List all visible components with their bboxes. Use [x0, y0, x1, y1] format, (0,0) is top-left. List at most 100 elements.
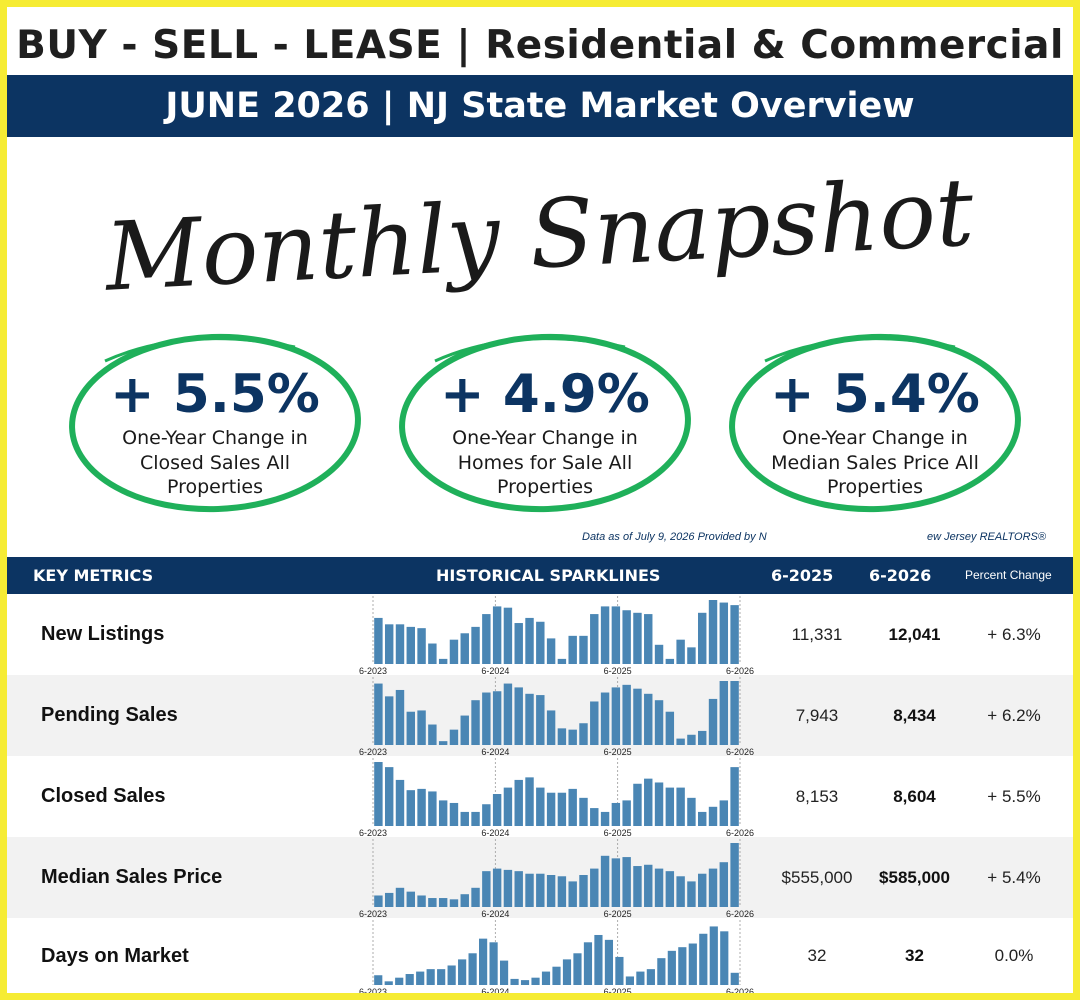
sparkline-bar [460, 633, 469, 664]
sparkline-bar [568, 635, 577, 664]
sparkline-bar [600, 855, 610, 907]
sparkline-bar [395, 689, 405, 745]
script-title: Monthly Snapshot [101, 158, 977, 312]
sparkline-bar [678, 947, 687, 985]
header-sparklines: HISTORICAL SPARKLINES [436, 566, 661, 585]
sparkline-bar [687, 734, 696, 745]
sparkline-bar [503, 607, 513, 664]
sparkline-bar [482, 804, 491, 826]
sparkline-bar [568, 881, 577, 907]
sparkline-bar [438, 898, 448, 907]
metric-name: Days on Market [41, 945, 189, 967]
metric-name: Pending Sales [41, 704, 178, 726]
prev-value: 7,943 [795, 706, 839, 725]
percent-change: + 5.5% [987, 787, 1041, 806]
sparkline-tick-label: 6-2024 [481, 666, 509, 675]
sparkline-bar [406, 790, 415, 826]
sparkline-bar [514, 779, 523, 826]
prev-value: 8,153 [795, 787, 839, 806]
sparkline-bar [503, 787, 513, 826]
sparkline-bar [636, 971, 645, 985]
sparkline-bar [622, 857, 631, 907]
sparkline-bar [557, 876, 567, 907]
sparkline-bar [525, 617, 534, 664]
sparkline-bar [676, 738, 685, 745]
sparkline-bar [428, 643, 437, 664]
sparkline-bar [406, 711, 415, 745]
sparkline-bar [546, 638, 556, 664]
sparkline-bar [579, 797, 588, 826]
sparkline-bar [482, 871, 491, 907]
sparkline-bar [460, 811, 469, 826]
sparkline-bar [698, 873, 707, 907]
sparkline-bar [644, 693, 653, 745]
sparkline-bar [557, 728, 567, 745]
curr-value: 32 [905, 946, 924, 965]
sparkline-bar [417, 710, 426, 745]
metric-name: Closed Sales [41, 785, 166, 807]
sparkline-bar [730, 681, 739, 745]
sparkline-bar [384, 624, 394, 664]
sparkline-bar [590, 808, 599, 826]
sparkline-bar [633, 612, 642, 664]
sparkline-bar [514, 871, 523, 907]
sparkline-bar [438, 741, 448, 745]
stat-value: + 5.4% [770, 364, 980, 425]
green-ring-icon [69, 333, 361, 513]
sparkline-bar [374, 895, 383, 907]
header-curr-period: 6-2026 [869, 566, 932, 585]
table-row: Days on Market 6-2023 6-2024 6-2025 6-2026 … [7, 918, 1073, 993]
prev-value: 32 [807, 946, 827, 965]
header-percent-change: Percent Change [965, 568, 1052, 582]
sparkline-bar [688, 943, 697, 985]
sparkline-tick-label: 6-2024 [481, 909, 509, 918]
sparkline-bar [687, 881, 696, 907]
sparkline-bar [514, 623, 523, 664]
sparkline-tick-label: 6-2026 [726, 666, 754, 675]
sparkline-bar [611, 802, 621, 826]
sparkline-bar [719, 602, 729, 664]
sparkline-bar [428, 791, 437, 826]
sparkline-bar [503, 683, 513, 745]
sparkline-bar [541, 971, 551, 985]
sparkline-bar [395, 977, 404, 985]
sparkline-bar [546, 875, 556, 907]
sparkline-bar [536, 873, 545, 907]
sparkline-bar [708, 600, 718, 664]
sparkline-bar [374, 762, 383, 826]
sparkline-bar [708, 868, 718, 907]
sparkline-bar [730, 843, 739, 907]
credit-right: ew Jersey REALTORS® [927, 531, 1046, 543]
sparkline-tick-label: 6-2023 [359, 666, 387, 675]
sparkline-bar [625, 976, 634, 985]
sparkline-bar [417, 628, 426, 664]
sparkline-bar [460, 715, 469, 745]
table-header: KEY METRICS HISTORICAL SPARKLINES 6-2025… [7, 557, 1073, 594]
percent-change: + 6.3% [987, 625, 1041, 644]
sparkline-tick-label: 6-2024 [481, 747, 509, 756]
sparkline-bar [644, 778, 653, 826]
sparkline-bar [665, 787, 675, 826]
sparkline-bar [406, 626, 415, 664]
sparkline-bar [622, 800, 631, 826]
sparkline-bar [644, 614, 653, 664]
sparkline-bar [622, 610, 631, 664]
green-ring-icon [399, 333, 691, 513]
sparkline-bar [665, 871, 675, 907]
sparkline-bar [384, 981, 393, 985]
sparkline-bar [622, 684, 631, 745]
sparkline-bar [568, 788, 577, 826]
sparkline-bar [654, 700, 664, 745]
credit-left: Data as of July 9, 2026 Provided by N [582, 531, 767, 543]
percent-change: + 6.2% [987, 706, 1041, 725]
sparkline-bar [374, 617, 383, 664]
stat-label: One-Year Change in Homes for Sale All Pr… [452, 427, 638, 498]
sparkline-bar [579, 875, 588, 907]
sparkline-bar [384, 767, 394, 826]
sparkline-bar [449, 729, 459, 745]
sparkline-bar [646, 969, 655, 985]
sparkline-bar [503, 869, 513, 907]
sparkline-bar [449, 802, 459, 826]
sparkline-bar [708, 698, 718, 745]
sparkline-bar [531, 977, 540, 985]
